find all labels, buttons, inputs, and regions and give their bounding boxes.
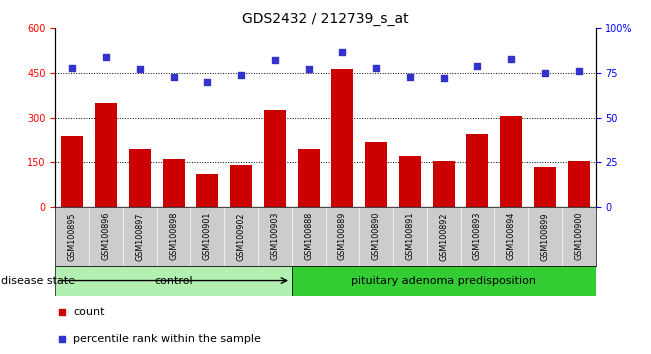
Text: percentile rank within the sample: percentile rank within the sample [73,335,261,344]
Point [135,67,145,72]
Bar [163,159,184,207]
Bar [461,207,494,266]
Bar [55,266,292,296]
Point [67,65,77,70]
Bar [427,207,461,266]
Bar [224,207,258,266]
Bar [331,69,353,207]
Point [439,75,449,81]
Text: GSM100888: GSM100888 [304,212,313,261]
Text: GSM100897: GSM100897 [135,212,145,261]
Bar [500,116,522,207]
Bar [562,207,596,266]
Text: GSM100891: GSM100891 [406,212,415,261]
Text: GSM100902: GSM100902 [236,212,245,261]
Bar [292,266,596,296]
Text: GSM100894: GSM100894 [506,212,516,261]
Point [169,74,179,79]
Text: GSM100900: GSM100900 [574,212,583,261]
Point [540,70,550,76]
Point [202,79,212,85]
Bar [55,207,89,266]
Point [236,72,246,78]
Text: control: control [154,275,193,286]
Bar [393,207,427,266]
Bar [292,207,326,266]
Text: GSM100903: GSM100903 [270,212,279,261]
Text: GSM100893: GSM100893 [473,212,482,261]
Text: GSM100895: GSM100895 [68,212,77,261]
Bar [359,207,393,266]
Text: GSM100889: GSM100889 [338,212,347,261]
Text: GSM100896: GSM100896 [102,212,111,261]
Point [472,63,482,69]
Bar [534,167,556,207]
Text: disease state: disease state [1,275,76,286]
Bar [326,207,359,266]
Text: GSM100892: GSM100892 [439,212,448,261]
Bar [264,110,286,207]
Point [506,56,516,62]
Text: GSM100901: GSM100901 [203,212,212,261]
Bar [95,103,117,207]
Bar [230,165,252,207]
Text: GSM100890: GSM100890 [372,212,381,261]
Point [303,67,314,72]
Bar [123,207,157,266]
Point [405,74,415,79]
Point [574,68,584,74]
Bar [129,149,151,207]
Bar [568,161,590,207]
Bar [399,156,421,207]
Point [371,65,381,70]
Text: pituitary adenoma predisposition: pituitary adenoma predisposition [351,275,536,286]
Bar [467,134,488,207]
Text: GSM100899: GSM100899 [540,212,549,261]
Bar [433,161,454,207]
Bar [494,207,528,266]
Bar [197,174,218,207]
Title: GDS2432 / 212739_s_at: GDS2432 / 212739_s_at [242,12,409,26]
Bar [528,207,562,266]
Bar [365,142,387,207]
Bar [157,207,191,266]
Bar [258,207,292,266]
Text: count: count [73,307,105,317]
Bar [61,136,83,207]
Point [337,49,348,55]
Bar [89,207,123,266]
Bar [298,149,320,207]
Point [270,58,280,63]
Bar [191,207,224,266]
Text: GSM100898: GSM100898 [169,212,178,261]
Point [101,54,111,60]
